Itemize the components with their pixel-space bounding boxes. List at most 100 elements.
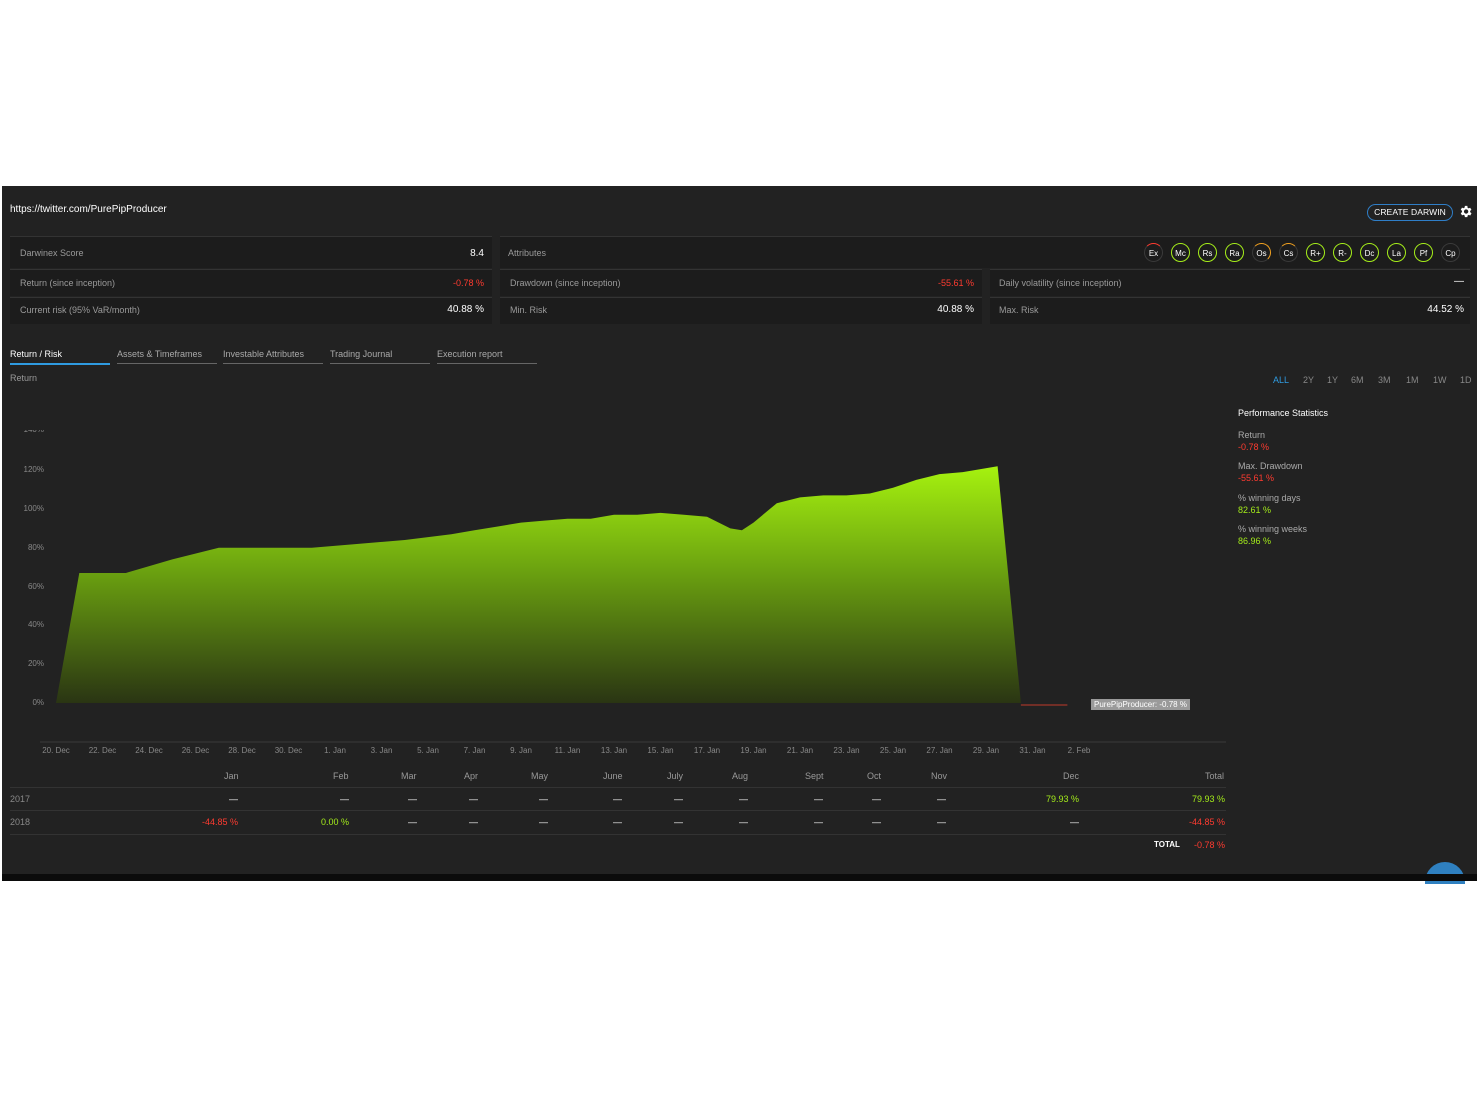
drawdown-value: -55.61 % xyxy=(937,278,974,288)
row-divider xyxy=(10,834,1226,835)
month-cell: — xyxy=(539,794,548,804)
x-tick-label: 11. Jan xyxy=(554,746,581,755)
x-tick-label: 24. Dec xyxy=(135,746,163,755)
month-cell: — xyxy=(229,794,238,804)
darwinex-score-value: 8.4 xyxy=(470,248,484,259)
return-label: Return (since inception) xyxy=(20,278,116,288)
x-tick-label: 25. Jan xyxy=(879,746,907,755)
month-cell: — xyxy=(613,794,622,804)
period-1w[interactable]: 1W xyxy=(1433,375,1447,385)
series-end-label: PurePipProducer: -0.78 % xyxy=(1091,699,1190,710)
drawdown-label: Drawdown (since inception) xyxy=(510,278,621,288)
row-divider xyxy=(10,787,1226,788)
attribute-badge-cp[interactable]: Cp xyxy=(1441,243,1460,262)
attribute-badge-rs[interactable]: Rs xyxy=(1198,243,1217,262)
x-tick-label: 23. Jan xyxy=(833,746,860,755)
min-risk-label: Min. Risk xyxy=(510,305,548,315)
tab-return-risk[interactable]: Return / Risk xyxy=(10,349,110,365)
y-tick-label: 40% xyxy=(27,620,44,630)
period-1d[interactable]: 1D xyxy=(1460,375,1472,385)
profile-url-link[interactable]: https://twitter.com/PurePipProducer xyxy=(10,204,167,215)
period-1y[interactable]: 1Y xyxy=(1327,375,1339,385)
x-tick-label: 22. Dec xyxy=(88,746,117,755)
x-tick-label: 2. Feb xyxy=(1067,746,1091,755)
attribute-badge-rminus[interactable]: R- xyxy=(1333,243,1352,262)
tab-assets-timeframes[interactable]: Assets & Timeframes xyxy=(117,349,217,364)
volatility-label: Daily volatility (since inception) xyxy=(999,278,1122,288)
month-cell: — xyxy=(739,794,748,804)
month-cell: 79.93 % xyxy=(1045,794,1079,804)
month-header: Sept xyxy=(805,771,824,781)
create-darwin-button[interactable]: CREATE DARWIN xyxy=(1367,204,1453,221)
attributes-label: Attributes xyxy=(508,248,547,258)
y-tick-label: 20% xyxy=(27,659,44,669)
volatility-row xyxy=(990,269,1470,296)
tab-trading-journal[interactable]: Trading Journal xyxy=(330,349,430,364)
tab-execution-report[interactable]: Execution report xyxy=(437,349,537,364)
attribute-badge-ex[interactable]: Ex xyxy=(1144,243,1163,262)
tab-investable-attributes[interactable]: Investable Attributes xyxy=(223,349,323,364)
period-6m[interactable]: 6M xyxy=(1351,375,1364,385)
panel-bottom-bar xyxy=(2,874,1477,881)
perf-maxdd-value: -55.61 % xyxy=(1238,473,1275,483)
x-tick-label: 29. Jan xyxy=(972,746,1000,755)
period-2y[interactable]: 2Y xyxy=(1303,375,1315,385)
attribute-badge-pf[interactable]: Pf xyxy=(1414,243,1433,262)
return-value: -0.78 % xyxy=(452,278,484,288)
min-risk-row xyxy=(500,297,982,324)
year-label: 2018 xyxy=(10,817,31,827)
max-risk-row xyxy=(990,297,1470,324)
attribute-badge-os[interactable]: Os xyxy=(1252,243,1271,262)
month-cell: — xyxy=(814,817,823,827)
month-header: Dec xyxy=(1063,771,1080,781)
attribute-badge-ra[interactable]: Ra xyxy=(1225,243,1244,262)
attribute-badge-la[interactable]: La xyxy=(1387,243,1406,262)
period-1m[interactable]: 1M xyxy=(1406,375,1419,385)
month-cell: — xyxy=(469,794,478,804)
perf-return-value: -0.78 % xyxy=(1238,442,1270,452)
total-label: TOTAL xyxy=(1154,840,1180,849)
return-row xyxy=(10,269,492,296)
attribute-badge-mc[interactable]: Mc xyxy=(1171,243,1190,262)
x-tick-label: 3. Jan xyxy=(370,746,393,755)
y-tick-label: 80% xyxy=(27,542,44,552)
x-tick-label: 17. Jan xyxy=(693,746,721,755)
attribute-badge-rplus[interactable]: R+ xyxy=(1306,243,1325,262)
x-tick-label: 5. Jan xyxy=(417,746,439,755)
return-area xyxy=(56,466,1068,703)
month-header: Total xyxy=(1205,771,1225,781)
attribute-badge-cs[interactable]: Cs xyxy=(1279,243,1298,262)
x-tick-label: 13. Jan xyxy=(600,746,628,755)
gear-icon[interactable] xyxy=(1458,204,1473,219)
month-cell: — xyxy=(739,817,748,827)
month-cell: — xyxy=(674,817,683,827)
month-header: Aug xyxy=(732,771,749,781)
x-tick-label: 30. Dec xyxy=(274,746,303,755)
perf-maxdd-label: Max. Drawdown xyxy=(1238,461,1303,471)
y-tick-label: 0% xyxy=(32,698,44,707)
current-risk-row xyxy=(10,297,492,324)
month-cell: — xyxy=(340,794,349,804)
perf-title: Performance Statistics xyxy=(1238,408,1329,418)
x-tick-label: 27. Jan xyxy=(926,746,953,755)
month-cell: — xyxy=(539,817,548,827)
year-label: 2017 xyxy=(10,794,31,804)
row-divider xyxy=(10,810,1226,811)
month-header: May xyxy=(531,771,549,781)
perf-windays-label: % winning days xyxy=(1238,493,1301,503)
x-tick-label: 26. Dec xyxy=(181,746,210,755)
y-tick-label: 60% xyxy=(27,581,44,591)
darwin-panel: https://twitter.com/PurePipProducer CREA… xyxy=(2,186,1477,884)
month-header: Jan xyxy=(224,771,239,781)
period-3m[interactable]: 3M xyxy=(1378,375,1391,385)
attribute-badge-dc[interactable]: Dc xyxy=(1360,243,1379,262)
max-risk-value: 44.52 % xyxy=(1427,304,1464,315)
month-cell: — xyxy=(469,817,478,827)
month-cell: — xyxy=(937,817,946,827)
month-cell: — xyxy=(674,794,683,804)
period-all[interactable]: ALL xyxy=(1273,375,1290,385)
x-tick-label: 1. Jan xyxy=(324,746,346,755)
month-header: Apr xyxy=(464,771,479,781)
month-cell: 79.93 % xyxy=(1191,794,1225,804)
month-cell: — xyxy=(613,817,622,827)
